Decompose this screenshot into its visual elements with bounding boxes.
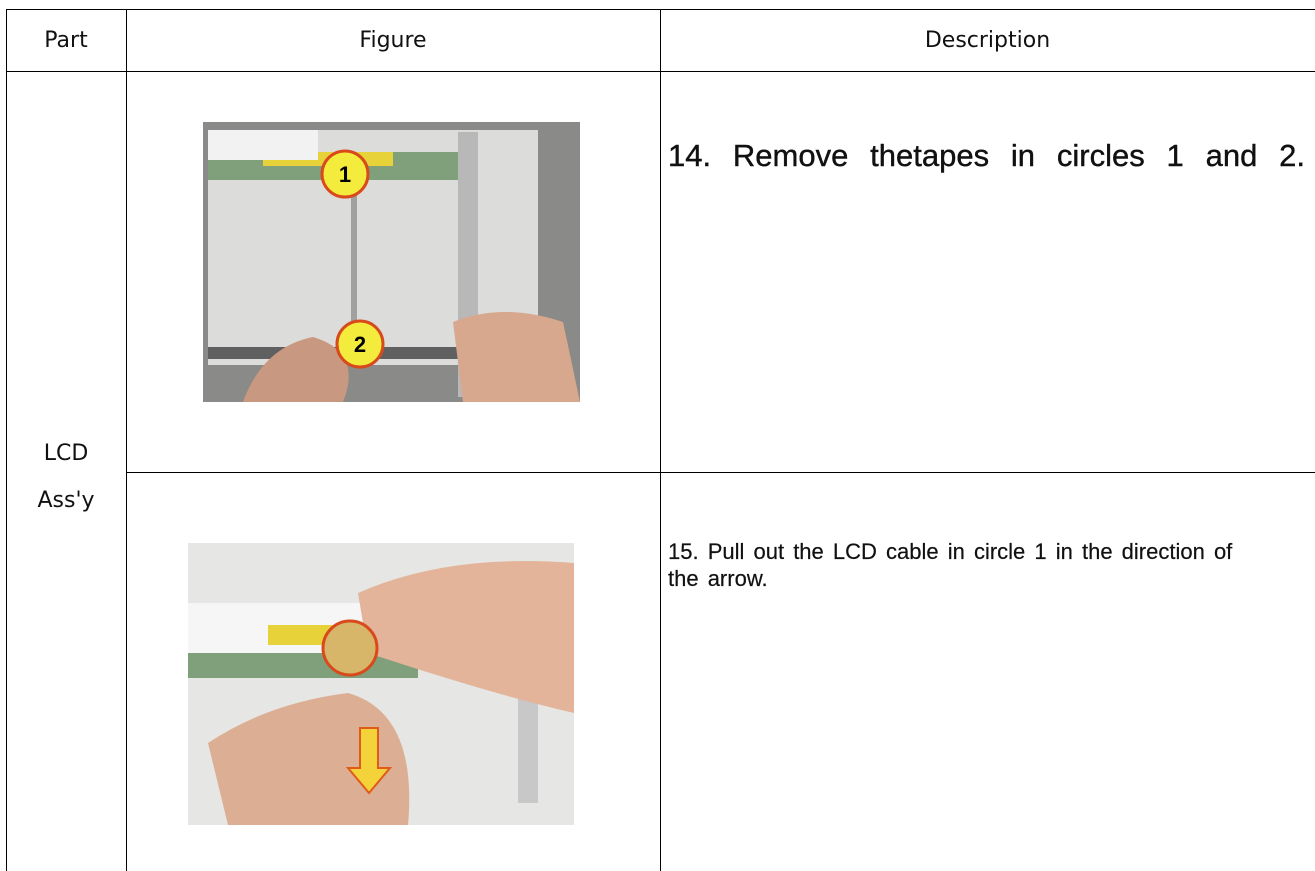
part-label: LCD Ass'y [37, 441, 95, 513]
header-cell: Part [44, 27, 88, 53]
border [126, 472, 1315, 473]
description: 15. Pull out the LCD cable in circle 1 i… [668, 539, 1233, 591]
header-cell: Figure [359, 27, 427, 53]
part-cell: LCD Ass'y [6, 430, 126, 524]
description: 14. Remove thetapes in circles 1 and 2. [668, 138, 1305, 173]
marker-label: 1 [339, 162, 351, 187]
figure-photo: 1 2 [203, 122, 580, 402]
border [126, 9, 127, 871]
header-cell: Description [924, 27, 1051, 53]
border [6, 9, 7, 871]
figure-photo [188, 543, 574, 825]
border [660, 9, 661, 871]
marker-label: 2 [354, 332, 366, 357]
